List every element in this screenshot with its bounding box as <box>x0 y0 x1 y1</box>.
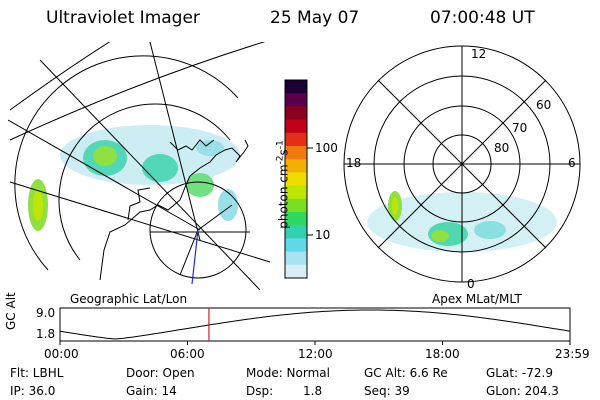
timeline-xtick-2: 12:00 <box>298 347 333 361</box>
mlat-70-label: 70 <box>512 121 528 135</box>
colorbar-band <box>285 132 307 147</box>
colorbar-band <box>285 80 307 94</box>
geographic-panel-label: Geographic Lat/Lon <box>70 292 188 306</box>
timeline-ytick-bottom: 1.8 <box>36 327 56 341</box>
mlt-0-label: 0 <box>467 277 475 291</box>
date-label: 25 May 07 <box>270 8 360 28</box>
colorbar-band <box>285 251 307 266</box>
colorbar-band <box>285 225 307 239</box>
colorbar-band <box>285 93 307 107</box>
timeline-y-label: GC Alt <box>4 292 18 330</box>
ip-status: IP: 36.0 <box>10 384 56 398</box>
mlat-60-label: 60 <box>536 98 552 112</box>
time-label: 07:00:48 UT <box>430 8 535 28</box>
mlt-12-label: 12 <box>471 47 487 61</box>
mlt-18-label: 18 <box>346 156 362 170</box>
colorbar-tick-100: 100 <box>315 141 338 155</box>
mlt-6-label: 6 <box>568 156 576 170</box>
mode-status: Mode: Normal <box>246 366 330 380</box>
colorbar-band <box>285 119 307 134</box>
aurora-emission-geographic <box>28 125 240 231</box>
filter-status: Flt: LBHL <box>10 366 64 380</box>
polar-panel-label: Apex MLat/MLT <box>432 292 522 306</box>
colorbar-band <box>285 146 307 160</box>
glat-status: GLat: -72.9 <box>486 366 553 380</box>
dsp-status-value: 1.8 <box>303 384 323 398</box>
timeline-xtick-0: 00:00 <box>44 347 79 361</box>
colorbar-tick-10: 10 <box>315 228 331 242</box>
seq-status: Seq: 39 <box>364 384 410 398</box>
colorbar-band <box>285 238 307 253</box>
colorbar-band <box>285 106 307 121</box>
colorbar-band <box>285 172 307 187</box>
door-status: Door: Open <box>126 366 195 380</box>
timeline-xtick-4: 23:59 <box>555 347 590 361</box>
dsp-status-label: Dsp: <box>246 384 274 398</box>
mlat-80-label: 80 <box>494 141 510 155</box>
timeline-xtick-3: 18:00 <box>425 347 460 361</box>
colorbar-band <box>285 198 307 213</box>
colorbar-band <box>285 264 307 279</box>
colorbar-band <box>285 159 307 173</box>
gc-alt-status: GC Alt: 6.6 Re <box>364 366 448 380</box>
colorbar-band <box>285 212 307 226</box>
colorbar-band <box>285 185 307 200</box>
timeline-xtick-1: 06:00 <box>170 347 205 361</box>
instrument-title: Ultraviolet Imager <box>46 8 200 28</box>
gain-status: Gain: 14 <box>126 384 177 398</box>
timeline-ytick-top: 9.0 <box>36 306 56 320</box>
glon-status: GLon: 204.3 <box>486 384 559 398</box>
